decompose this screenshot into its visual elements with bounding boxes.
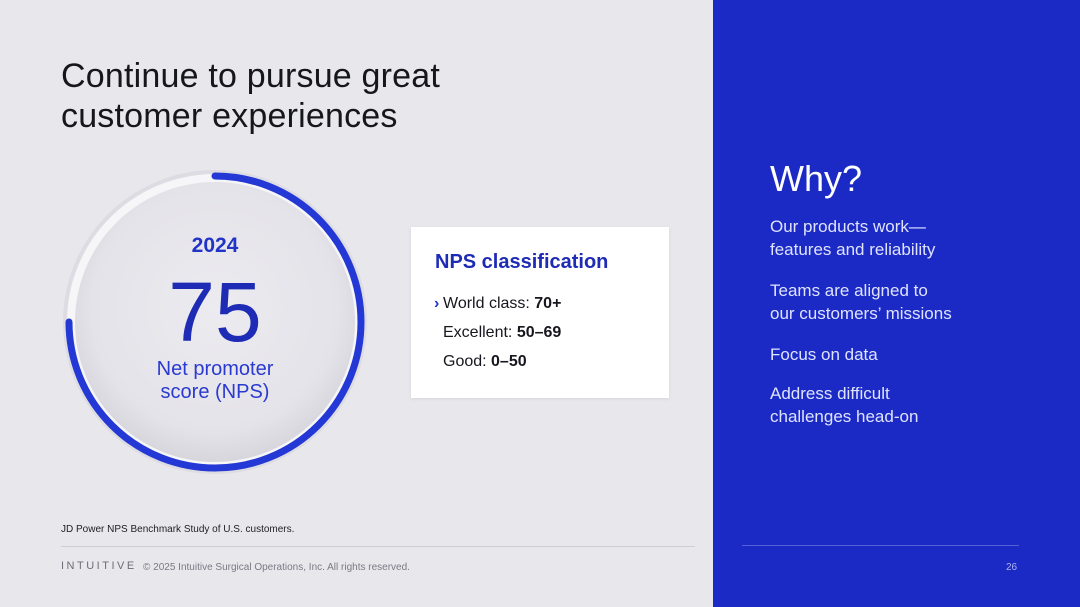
title-line-2: customer experiences [61,97,398,135]
nps-row-value: 70+ [534,295,562,312]
chevron-right-icon: › [434,295,440,312]
page-number: 26 [1006,562,1018,573]
slide-title: Continue to pursue great customer experi… [61,56,621,136]
gauge-label-line-1: Net promoter [156,358,274,380]
why-item-line-2: challenges head-on [770,407,919,426]
footer-divider-right [742,545,1019,546]
gauge-label: Net promoter score (NPS) [115,358,315,404]
nps-gauge: 2024 75 Net promoter score (NPS) [55,162,375,482]
why-item-line-1: Address difficult [770,384,890,403]
nps-row-value: 50–69 [516,324,562,341]
gauge-year: 2024 [191,234,239,257]
intuitive-logo: INTUITIVE [61,560,137,572]
why-item: Address difficult challenges head-on [770,382,1050,428]
nps-row-good: Good: 0–50 [443,353,527,371]
nps-row-world-class: › World class: 70+ [434,295,562,313]
why-item: Teams are aligned to our customers’ miss… [770,279,1050,325]
why-item-line-2: our customers’ missions [770,304,952,323]
gauge-value: 75 [168,265,262,359]
nps-classification-card: NPS classification › World class: 70+ Ex… [411,227,669,398]
nps-row-label: Excellent: [443,324,517,341]
nps-row-excellent: Excellent: 50–69 [443,324,561,342]
gauge-label-line-2: score (NPS) [160,381,270,403]
nps-card-title: NPS classification [435,251,609,273]
gauge-arc [65,172,365,472]
title-line-1: Continue to pursue great [61,57,441,95]
why-item: Our products work— features and reliabil… [770,215,1050,261]
why-item-line-1: Focus on data [770,345,878,364]
why-item: Focus on data [770,343,1050,366]
gauge-ring-icon [63,170,367,474]
nps-row-value: 0–50 [491,353,527,370]
why-item-line-2: features and reliability [770,240,936,259]
footnote: JD Power NPS Benchmark Study of U.S. cus… [61,524,295,535]
gauge-disc [75,182,355,462]
why-title: Why? [770,158,863,199]
nps-row-label: World class: [443,295,535,312]
why-item-line-1: Teams are aligned to [770,281,928,300]
nps-row-label: Good: [443,353,492,370]
why-item-line-1: Our products work— [770,217,926,236]
footer-divider-left [61,546,695,547]
copyright: © 2025 Intuitive Surgical Operations, In… [143,562,410,573]
right-panel [713,0,1080,607]
